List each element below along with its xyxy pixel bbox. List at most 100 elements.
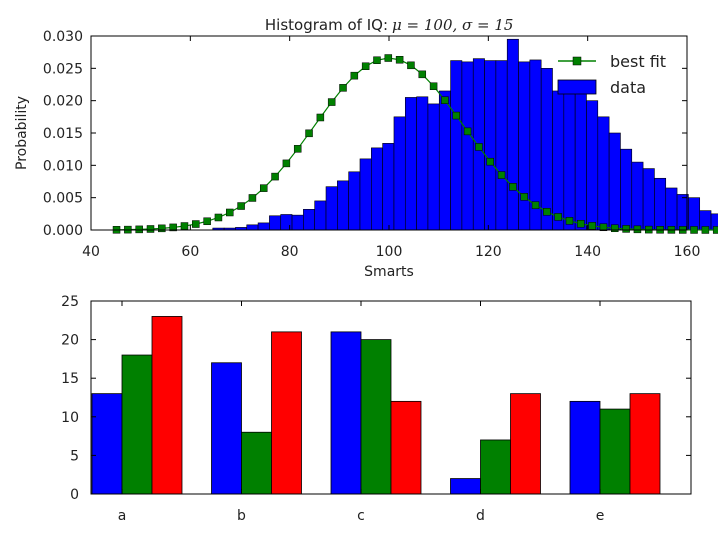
best-fit-marker bbox=[169, 223, 177, 232]
x-tick-label: 80 bbox=[281, 244, 299, 260]
best-fit-marker bbox=[384, 54, 393, 62]
best-fit-marker bbox=[554, 213, 562, 221]
bar-y-tick-label: 5 bbox=[70, 448, 79, 464]
legend-best-fit-label: best fit bbox=[610, 52, 666, 71]
histogram-bar bbox=[586, 100, 599, 231]
bar-x-tick-label: c bbox=[357, 508, 365, 524]
bar-x-ticks: a b c d e bbox=[118, 301, 605, 524]
best-fit-marker bbox=[293, 145, 302, 153]
best-fit-series bbox=[112, 54, 718, 234]
bar-b-blue bbox=[211, 362, 242, 495]
bar-b-green bbox=[241, 431, 272, 495]
histogram-bar bbox=[337, 180, 349, 231]
best-fit-marker bbox=[497, 171, 506, 179]
bar-a-green bbox=[121, 354, 153, 495]
best-fit-marker bbox=[577, 220, 585, 228]
histogram-bar bbox=[291, 214, 304, 231]
x-tick-label: 40 bbox=[82, 244, 100, 260]
best-fit-marker bbox=[373, 56, 381, 64]
histogram-bar bbox=[280, 214, 293, 231]
best-fit-marker bbox=[146, 225, 155, 233]
best-fit-marker bbox=[407, 61, 415, 70]
bar-e-red bbox=[629, 393, 661, 495]
histogram-title: Histogram of IQ: bbox=[265, 16, 388, 34]
bar-y-tick-label: 15 bbox=[61, 371, 79, 387]
best-fit-marker bbox=[633, 225, 642, 234]
histogram-bar bbox=[631, 161, 644, 231]
grouped-bars bbox=[91, 316, 661, 495]
best-fit-marker bbox=[509, 183, 517, 191]
histogram-title-math: μ = 100, σ = 15 bbox=[392, 16, 513, 34]
y-tick-label: 0.030 bbox=[43, 29, 83, 45]
histogram-y-ticks: 0.000 0.005 0.010 0.015 0.020 0.025 0.030 bbox=[43, 29, 687, 239]
best-fit-marker bbox=[475, 143, 483, 151]
histogram-bar bbox=[688, 197, 701, 231]
histogram-bar bbox=[518, 61, 531, 231]
bar-b-red bbox=[271, 331, 302, 495]
histogram-bar bbox=[540, 68, 553, 231]
bar-d-blue bbox=[450, 478, 481, 495]
x-tick-label: 60 bbox=[181, 244, 199, 260]
best-fit-marker bbox=[282, 159, 291, 168]
best-fit-marker bbox=[327, 98, 336, 106]
histogram-bar bbox=[654, 177, 667, 231]
best-fit-marker bbox=[214, 213, 223, 222]
histogram-bar bbox=[359, 158, 372, 231]
y-tick-label: 0.010 bbox=[43, 158, 83, 174]
legend: best fit data bbox=[557, 52, 666, 97]
histogram-bar bbox=[416, 96, 429, 231]
best-fit-marker bbox=[259, 184, 268, 192]
histogram-bar bbox=[574, 88, 587, 231]
best-fit-marker bbox=[350, 71, 359, 80]
bar-a-blue bbox=[91, 393, 123, 495]
histogram-bar bbox=[642, 168, 655, 231]
histogram-bar bbox=[257, 222, 270, 231]
best-fit-marker bbox=[701, 226, 710, 234]
x-tick-label: 140 bbox=[574, 244, 601, 260]
legend-data-swatch bbox=[557, 79, 597, 95]
y-tick-label: 0.020 bbox=[43, 94, 83, 110]
legend-data-label: data bbox=[610, 78, 646, 97]
histogram-bar bbox=[404, 97, 417, 231]
histogram-bar bbox=[269, 215, 282, 231]
bar-y-ticks: 0 5 10 15 20 25 bbox=[61, 294, 691, 503]
best-fit-line bbox=[116, 57, 718, 231]
best-fit-marker bbox=[690, 226, 698, 234]
bar-x-tick-label: d bbox=[476, 508, 485, 524]
best-fit-marker bbox=[271, 172, 279, 181]
bar-a-red bbox=[151, 316, 183, 495]
y-tick-label: 0.005 bbox=[43, 191, 83, 207]
bar-x-tick-label: a bbox=[118, 508, 127, 524]
histogram-bar bbox=[325, 186, 338, 231]
histogram-bar bbox=[461, 61, 474, 231]
histogram-bar bbox=[371, 147, 383, 231]
best-fit-marker bbox=[316, 113, 325, 122]
histogram-bar bbox=[552, 90, 565, 231]
best-fit-marker bbox=[588, 222, 596, 230]
best-fit-marker bbox=[339, 84, 347, 92]
bar-d-red bbox=[510, 393, 541, 495]
best-fit-marker bbox=[486, 157, 494, 166]
bar-d-green bbox=[480, 439, 511, 495]
best-fit-marker bbox=[712, 226, 718, 234]
histogram-bar bbox=[665, 187, 678, 231]
bar-x-tick-label: e bbox=[596, 508, 605, 524]
y-axis-label: Probability bbox=[14, 96, 30, 170]
histogram-bar bbox=[563, 86, 576, 231]
y-tick-label: 0.000 bbox=[43, 223, 83, 239]
bar-chart: a b c d e 0 5 10 15 20 25 bbox=[61, 294, 692, 524]
y-tick-label: 0.025 bbox=[43, 61, 83, 77]
bar-y-tick-label: 25 bbox=[61, 294, 79, 310]
histogram-bar bbox=[620, 148, 633, 231]
best-fit-marker bbox=[611, 224, 619, 233]
best-fit-marker bbox=[192, 220, 200, 228]
x-tick-label: 160 bbox=[674, 244, 701, 260]
bar-c-green bbox=[360, 339, 392, 495]
best-fit-marker bbox=[452, 111, 460, 120]
best-fit-marker bbox=[135, 225, 143, 234]
histogram-bar bbox=[393, 116, 406, 231]
histogram-bar bbox=[348, 171, 361, 231]
bar-x-tick-label: b bbox=[237, 508, 246, 524]
x-tick-label: 120 bbox=[475, 244, 502, 260]
